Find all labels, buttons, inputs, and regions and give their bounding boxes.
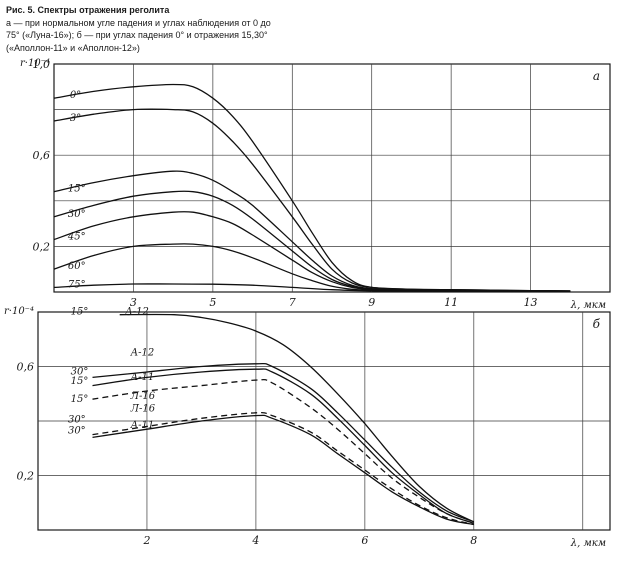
panel-label: а	[593, 69, 600, 83]
series-line	[92, 414, 474, 526]
curve-label: 15°	[68, 184, 86, 195]
series-line	[119, 313, 475, 523]
curve-label: 60°	[68, 261, 86, 272]
series-line	[92, 368, 475, 524]
x-tick-label: 11	[444, 296, 458, 309]
series-line	[53, 108, 571, 292]
y-tick-label: 0,2	[17, 470, 35, 483]
series-line	[92, 362, 475, 523]
y-axis-title: r·10⁻⁴	[20, 58, 50, 69]
x-tick-label: 6	[361, 534, 368, 547]
caption-line-1: а — при нормальном угле падения и углах …	[6, 17, 271, 28]
figure-caption: Рис. 5. Спектры отражения реголита а — п…	[6, 4, 606, 54]
x-axis-title: λ, мкм	[570, 538, 606, 549]
x-tick-label: 8	[470, 534, 477, 547]
y-axis-title: r·10⁻⁴	[4, 306, 34, 317]
curve-label: 75°	[68, 279, 86, 290]
curve-label: 30°	[68, 414, 86, 425]
x-tick-label: 9	[368, 296, 375, 309]
series-line	[53, 190, 571, 292]
x-tick-label: 13	[524, 296, 538, 309]
curve-label: Л-16	[130, 391, 156, 402]
curve-label: 30°	[68, 425, 86, 436]
panel-a-chart: 3 5 7 9 11 13 0,2 0,6 1,0r·10⁻⁴ λ, мкм а 0° 3° 15° 30°…	[20, 58, 611, 311]
curve-label: 15°	[71, 376, 89, 387]
x-tick-label: 2	[142, 534, 150, 547]
curve-label: 3°	[70, 113, 81, 124]
x-tick-label: 3	[130, 296, 137, 309]
curve-label: 30°	[71, 367, 89, 378]
series-line	[53, 210, 571, 292]
x-tick-label: 4	[251, 534, 259, 547]
y-tick-label: 0,2	[33, 240, 51, 253]
curve-label: 45°	[67, 232, 86, 243]
curve-label: 15°	[71, 394, 89, 405]
curve-label: А-11	[130, 420, 155, 431]
series-line	[53, 283, 571, 293]
curve-label: 30°	[68, 209, 86, 220]
caption-title: Рис. 5. Спектры отражения реголита	[6, 5, 170, 15]
plot-frame	[53, 63, 611, 293]
series-line	[92, 411, 474, 526]
panel-label: б	[593, 317, 601, 331]
curve-label: А-11	[130, 372, 155, 383]
series-line	[92, 378, 475, 524]
y-tick-label: 1,0	[33, 58, 51, 71]
x-tick-label: 5	[209, 296, 216, 309]
x-tick-label: 7	[289, 296, 296, 309]
y-tick-label: 0,6	[17, 361, 35, 374]
curve-label: А-12	[130, 348, 155, 359]
curve-label: 0°	[70, 90, 81, 101]
caption-line-3: («Аполлон-11» и «Аполлон-12»)	[6, 42, 140, 53]
curve-label: 15°	[71, 307, 89, 318]
y-tick-label: 0,6	[33, 149, 51, 162]
curve-label: А-12	[124, 307, 149, 318]
x-axis-title: λ, мкм	[570, 300, 606, 311]
caption-line-2: 75° («Луна-16»); б — при углах падения 0…	[6, 30, 268, 40]
curve-label: Л-16	[130, 403, 156, 414]
